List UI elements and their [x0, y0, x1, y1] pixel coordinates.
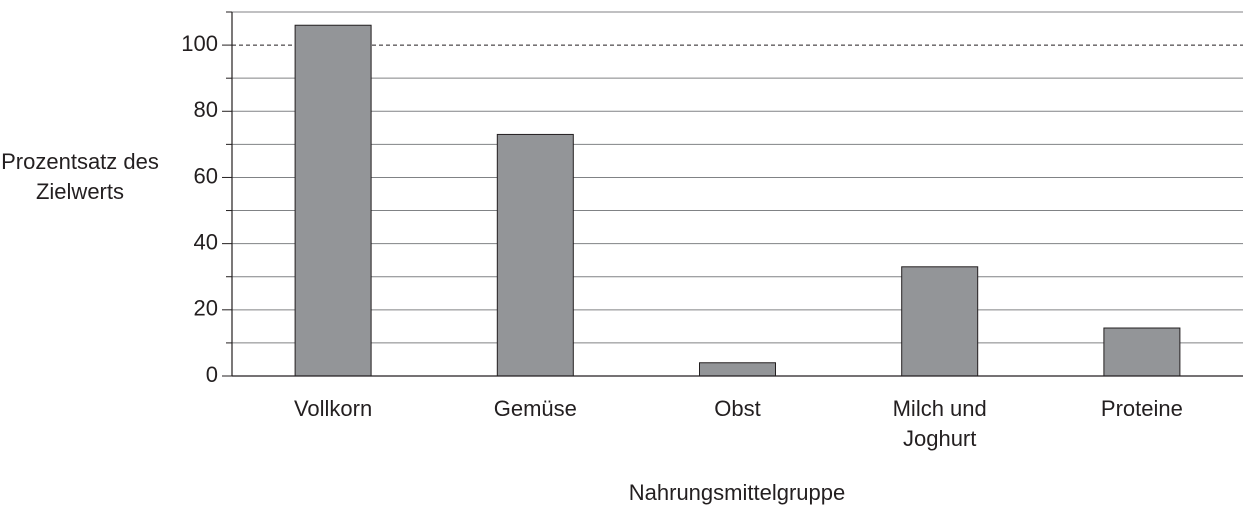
y-axis-label: Prozentsatz des Zielwerts [1, 149, 159, 204]
bar [496, 133, 574, 377]
y-tick-label: 40 [194, 229, 218, 254]
bar [699, 362, 776, 377]
y-tick-label: 100 [181, 31, 218, 56]
x-axis-label: Nahrungsmittelgruppe [628, 480, 846, 505]
x-tick-label: Milch und Joghurt [892, 396, 987, 451]
bar [294, 24, 372, 377]
y-tick-label: 0 [206, 362, 218, 387]
y-tick-label: 60 [194, 163, 218, 188]
bar [901, 266, 979, 377]
y-tick-label: 80 [194, 97, 218, 122]
x-tick-label: Proteine [1100, 396, 1183, 421]
x-tick-label: Obst [714, 396, 761, 421]
bar [1103, 327, 1181, 377]
x-tick-label: Gemüse [493, 396, 577, 421]
x-tick-label: Vollkorn [293, 396, 373, 421]
y-tick-label: 20 [194, 296, 218, 321]
